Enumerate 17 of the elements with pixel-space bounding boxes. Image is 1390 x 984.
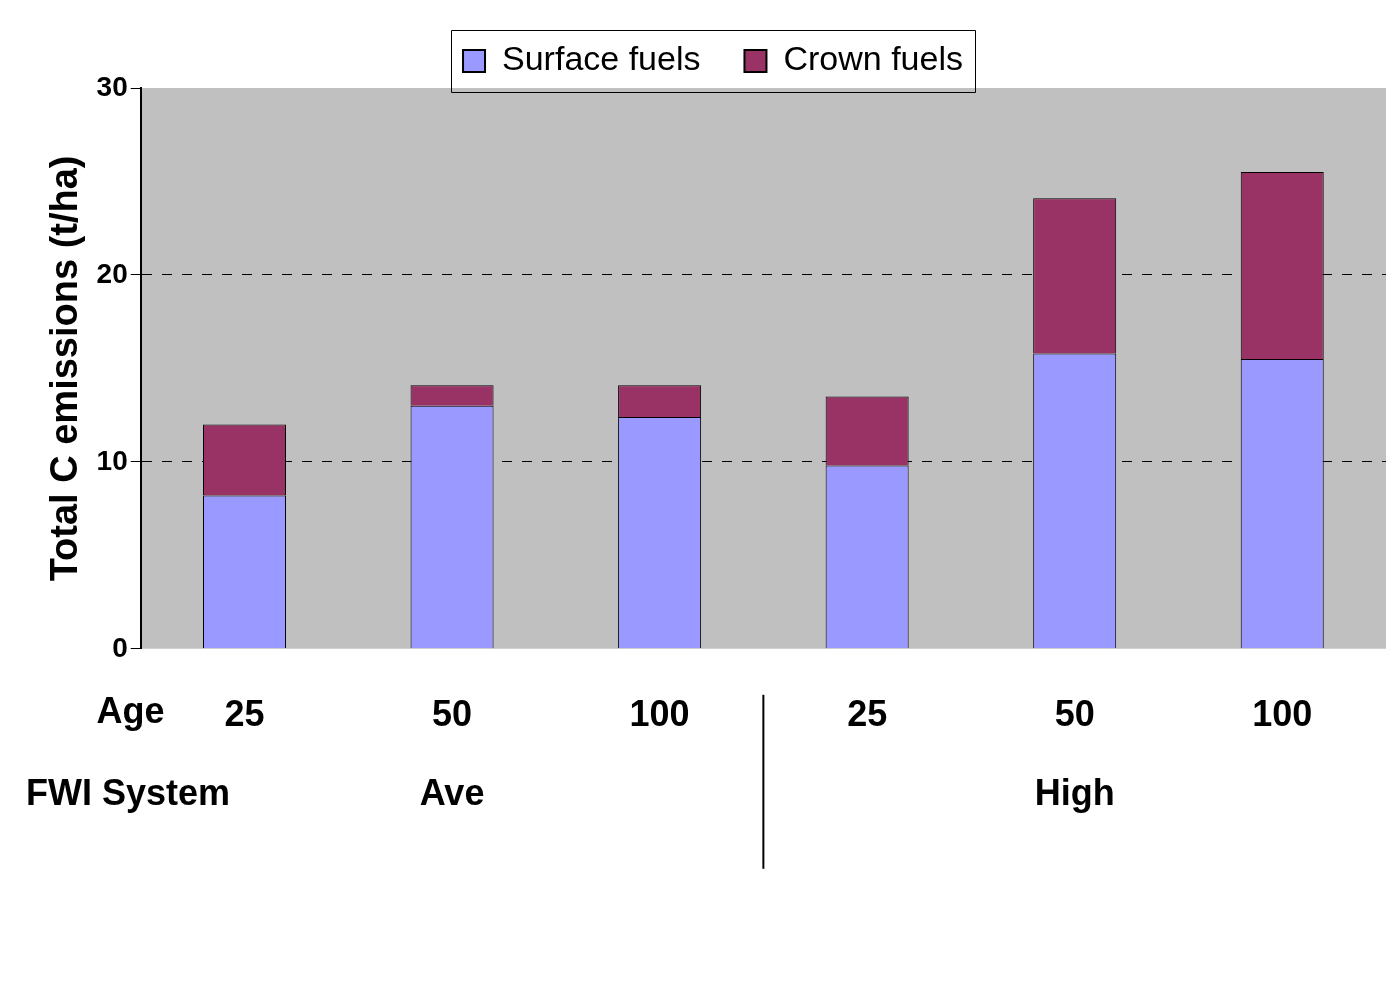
y-tick-label: 10 — [96, 444, 128, 476]
legend-label: Crown fuels — [783, 39, 963, 78]
x-tick-label: 100 — [629, 693, 690, 735]
x-tick-label: 100 — [1252, 693, 1313, 735]
y-tick-label: 30 — [96, 70, 128, 102]
text: FWI System — [26, 771, 231, 813]
x-tick-label: 25 — [224, 693, 265, 735]
x-tick-label: 50 — [1054, 693, 1095, 735]
y-tick-label: 0 — [112, 631, 128, 663]
y-tick-label: 20 — [96, 257, 128, 289]
y-axis-title: Total C emissions (t/ha) — [43, 155, 86, 582]
text: Ave — [419, 771, 485, 813]
x-tick-label: 50 — [432, 693, 473, 735]
text: High — [1034, 771, 1115, 813]
legend-label: Surface fuels — [502, 39, 701, 78]
x-axis-title: Age — [96, 689, 165, 731]
x-tick-label: 25 — [847, 693, 888, 735]
